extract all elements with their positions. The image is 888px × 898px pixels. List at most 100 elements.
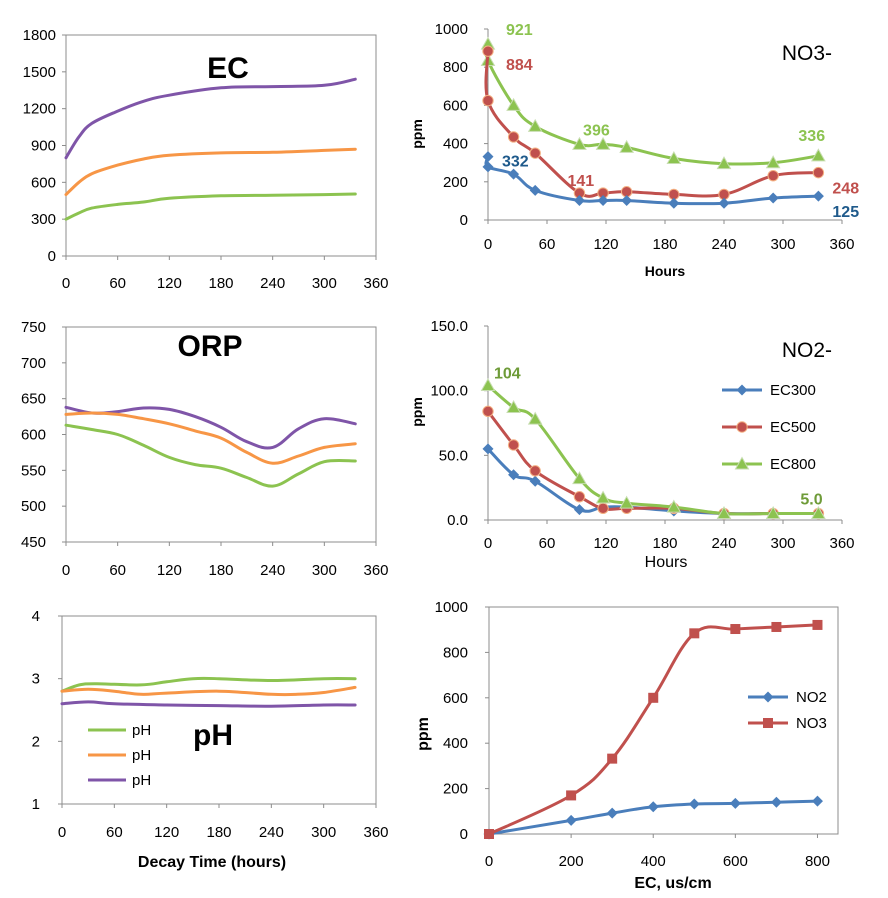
y-tick-label: 200 bbox=[443, 174, 468, 191]
data-label: 884 bbox=[506, 57, 533, 74]
y-tick-label: 50.0 bbox=[439, 447, 468, 464]
data-point bbox=[607, 753, 618, 764]
y-tick-label: 1500 bbox=[23, 64, 56, 81]
series-line-2 bbox=[64, 423, 357, 488]
y-tick-label: 200 bbox=[443, 781, 468, 798]
chart-title: NO2- bbox=[782, 339, 832, 362]
x-tick-label: 180 bbox=[206, 824, 231, 841]
x-tick-label: 60 bbox=[539, 535, 556, 552]
chart-title: NO3- bbox=[782, 42, 832, 65]
x-tick-label: 0 bbox=[484, 236, 492, 253]
legend-label: NO2 bbox=[796, 689, 827, 706]
legend-marker bbox=[736, 384, 748, 396]
data-label: 125 bbox=[832, 204, 859, 221]
x-tick-label: 200 bbox=[559, 853, 584, 870]
x-tick-label: 240 bbox=[260, 562, 285, 579]
x-tick-label: 120 bbox=[593, 535, 618, 552]
legend: NO2 NO3 bbox=[748, 689, 827, 732]
y-tick-label: 100.0 bbox=[430, 383, 468, 400]
x-tick-label: 300 bbox=[770, 535, 795, 552]
series-line-ph bbox=[60, 685, 357, 697]
x-tick-label: 300 bbox=[770, 236, 795, 253]
y-tick-label: 0 bbox=[460, 212, 468, 229]
y-axis-label: ppm bbox=[409, 119, 425, 149]
x-tick-label: 300 bbox=[312, 275, 337, 292]
chart-orp: 450 500 550 600 650 700 750 0 60 120 180 240 300 360 O… bbox=[21, 319, 389, 579]
x-tick-label: 360 bbox=[363, 824, 388, 841]
y-tick-label: 1000 bbox=[435, 21, 468, 38]
data-point bbox=[506, 399, 521, 413]
y-tick-label: 1200 bbox=[23, 101, 56, 118]
data-point bbox=[647, 801, 659, 813]
data-point bbox=[666, 150, 682, 164]
data-point bbox=[718, 197, 730, 209]
data-label: 104 bbox=[494, 365, 521, 382]
data-point bbox=[771, 621, 782, 632]
legend-label: NO3 bbox=[796, 715, 827, 732]
legend-label: pH bbox=[132, 772, 151, 789]
x-tick-label: 180 bbox=[208, 562, 233, 579]
series-line-2 bbox=[64, 192, 357, 221]
data-point bbox=[811, 506, 826, 520]
data-point bbox=[595, 490, 611, 504]
data-point bbox=[767, 169, 779, 182]
data-point bbox=[770, 796, 782, 808]
legend-marker bbox=[763, 718, 773, 728]
x-tick-label: 800 bbox=[805, 853, 830, 870]
data-point bbox=[688, 798, 700, 810]
series-line-ec500 bbox=[486, 409, 820, 516]
data-label: 332 bbox=[502, 154, 529, 171]
data-label: 5.0 bbox=[800, 492, 822, 509]
y-tick-label: 400 bbox=[443, 136, 468, 153]
x-tick-label: 360 bbox=[829, 236, 854, 253]
x-tick-label: 600 bbox=[723, 853, 748, 870]
legend-marker bbox=[736, 421, 748, 433]
data-point bbox=[573, 195, 585, 207]
chart-ec: 0 300 600 900 1200 1500 1800 0 60 120 180 240 300 360… bbox=[23, 27, 389, 292]
series-line-0 bbox=[64, 405, 357, 450]
y-tick-label: 450 bbox=[21, 534, 46, 551]
y-tick-label: 4 bbox=[32, 608, 40, 625]
data-point bbox=[482, 151, 494, 163]
x-axis-label: EC, us/cm bbox=[634, 875, 711, 892]
y-tick-label: 600 bbox=[443, 690, 468, 707]
data-point bbox=[507, 131, 520, 143]
y-tick-label: 800 bbox=[443, 59, 468, 76]
x-tick-label: 0 bbox=[62, 275, 70, 292]
x-tick-label: 180 bbox=[652, 535, 677, 552]
x-tick-label: 0 bbox=[485, 853, 493, 870]
y-tick-label: 1 bbox=[32, 796, 40, 813]
x-tick-label: 240 bbox=[260, 275, 285, 292]
chart-title: pH bbox=[193, 719, 233, 752]
x-axis-label: Hours bbox=[645, 263, 686, 279]
legend-label: pH bbox=[132, 747, 151, 764]
legend-label: pH bbox=[132, 722, 151, 739]
data-point bbox=[529, 475, 541, 487]
y-tick-label: 0 bbox=[460, 826, 468, 843]
y-tick-label: 600 bbox=[31, 174, 56, 191]
data-label: 396 bbox=[583, 122, 610, 139]
x-tick-label: 360 bbox=[363, 275, 388, 292]
data-point bbox=[506, 97, 521, 111]
legend-marker bbox=[762, 691, 774, 703]
x-tick-label: 240 bbox=[259, 824, 284, 841]
y-tick-label: 500 bbox=[21, 498, 46, 515]
y-tick-label: 1800 bbox=[23, 27, 56, 44]
data-label: 248 bbox=[832, 181, 859, 198]
series-line-ph bbox=[60, 676, 357, 693]
series-line-ec800 bbox=[486, 384, 820, 516]
data-point bbox=[597, 502, 609, 515]
data-point bbox=[573, 491, 586, 503]
data-point bbox=[566, 790, 577, 801]
data-label: 921 bbox=[506, 22, 533, 39]
y-tick-label: 600 bbox=[21, 427, 46, 444]
chart-title: EC bbox=[207, 52, 249, 85]
x-tick-label: 300 bbox=[312, 562, 337, 579]
data-point bbox=[529, 184, 541, 196]
y-tick-label: 550 bbox=[21, 462, 46, 479]
data-point bbox=[484, 829, 494, 839]
chart-no2: 0.0 50.0 100.0 150.0 0 60 120 180 240 300 360 104 5.… bbox=[409, 318, 855, 571]
data-point bbox=[730, 624, 741, 635]
x-tick-label: 400 bbox=[641, 853, 666, 870]
